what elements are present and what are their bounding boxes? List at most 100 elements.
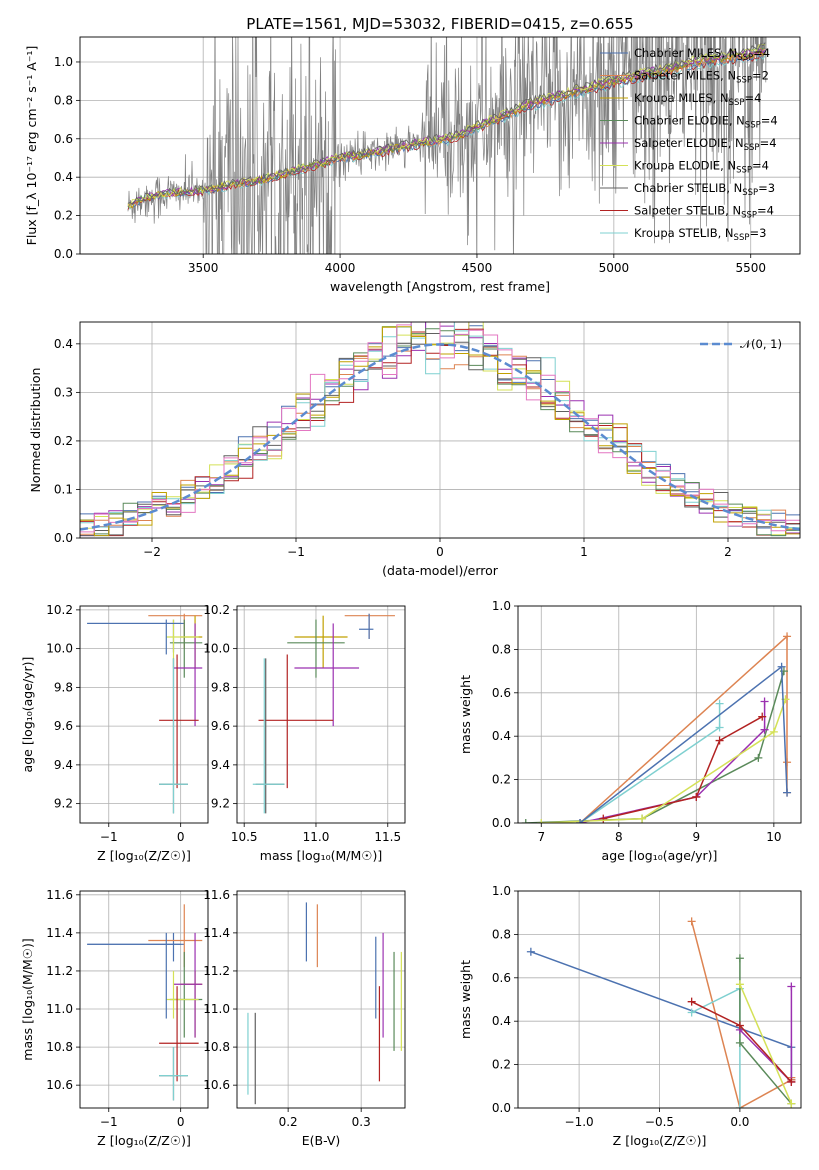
- y-axis-label: Normed distribution: [28, 368, 43, 493]
- y-tick-label: 10.6: [203, 1078, 230, 1092]
- legend-entry: Salpeter MILES, NSSP=2: [634, 69, 769, 86]
- y-tick-label: 9.8: [54, 680, 73, 694]
- weight-marker: [687, 997, 696, 1006]
- legend-entry: Chabrier ELODIE, NSSP=4: [634, 114, 778, 131]
- weight-marker: [735, 1021, 744, 1030]
- y-tick-label: 0.2: [492, 773, 511, 787]
- mass-vs-ebv-axes: 0.2 0.3 10.6 10.8 11.0 11.2 11.4 11.6 E(B-V): [203, 888, 406, 1148]
- y-tick-label: 10.0: [46, 642, 73, 656]
- y-tick-label: 0.6: [492, 686, 511, 700]
- legend-entry: Salpeter STELIB, NSSP=4: [634, 204, 774, 221]
- y-tick-label: 0.0: [492, 816, 511, 830]
- x-tick-label: 5500: [735, 261, 766, 275]
- x-tick-label: 10.5: [231, 830, 258, 844]
- weight-marker: [687, 1008, 696, 1017]
- weight-line: [541, 699, 787, 823]
- y-tick-label: 0.0: [54, 531, 73, 545]
- x-tick-label: 7: [537, 830, 545, 844]
- y-tick-label: 10.8: [203, 1040, 230, 1054]
- model-spectrum-line: [127, 44, 766, 210]
- weight-marker: [638, 814, 647, 823]
- model-spectrum-line: [127, 42, 766, 205]
- weight-marker: [735, 980, 744, 989]
- weight-marker: [576, 819, 585, 823]
- legend-entry: Chabrier STELIB, NSSP=3: [634, 181, 775, 198]
- y-tick-label: 0.3: [54, 385, 73, 399]
- y-tick-label: 10.0: [203, 642, 230, 656]
- legend-entry: Salpeter ELODIE, NSSP=4: [634, 136, 777, 153]
- legend-entry: Kroupa STELIB, NSSP=3: [634, 226, 766, 243]
- x-tick-label: 1: [580, 545, 588, 559]
- axes-frame: [236, 890, 406, 1109]
- weight-marker: [783, 632, 792, 641]
- weight-line: [691, 987, 741, 1108]
- axes-frame: [236, 605, 406, 824]
- weight-marker: [787, 1077, 796, 1086]
- y-tick-label: 0.4: [492, 1014, 511, 1028]
- y-tick-label: 0.6: [492, 971, 511, 985]
- x-tick-label: 8: [615, 830, 623, 844]
- y-tick-label: 11.0: [46, 1002, 73, 1016]
- mass-vs-Z-plot-area: [87, 904, 203, 1101]
- x-tick-label: −1: [100, 1115, 118, 1129]
- y-tick-label: 11.6: [203, 888, 230, 902]
- weight-marker: [715, 723, 724, 732]
- weight-marker: [521, 819, 530, 823]
- y-tick-label: 10.8: [46, 1040, 73, 1054]
- legend-entry: Kroupa MILES, NSSP=4: [634, 91, 761, 108]
- x-tick-label: 2: [724, 545, 732, 559]
- x-tick-label: 4500: [462, 261, 493, 275]
- x-tick-label: 5000: [599, 261, 630, 275]
- axes-frame: [79, 605, 209, 824]
- age-vs-Z-plot-area: [87, 613, 203, 814]
- weight-marker: [783, 758, 792, 767]
- y-tick-label: 11.6: [46, 888, 73, 902]
- y-tick-label: 11.2: [46, 964, 73, 978]
- y-tick-label: 11.0: [203, 1002, 230, 1016]
- y-tick-label: 11.2: [203, 964, 230, 978]
- y-tick-label: 10.2: [46, 603, 73, 617]
- y-axis-label: age [log₁₀(age/yr)]: [20, 657, 35, 773]
- x-tick-label: −1: [287, 545, 305, 559]
- weight-marker: [735, 954, 744, 963]
- y-tick-label: 9.8: [211, 680, 230, 694]
- x-tick-label: 0.2: [279, 1115, 298, 1129]
- x-tick-label: −1.0: [565, 1115, 594, 1129]
- y-tick-label: 9.6: [211, 719, 230, 733]
- weight-marker: [599, 814, 608, 823]
- y-tick-label: 9.2: [211, 797, 230, 811]
- y-axis-label: mass weight: [458, 675, 473, 754]
- x-tick-label: 11.0: [303, 830, 330, 844]
- y-tick-label: 0.2: [54, 434, 73, 448]
- weight-line: [603, 716, 763, 820]
- normal-curve: [80, 343, 800, 531]
- weight-vs-age-plot-area: [521, 632, 792, 823]
- mass-vs-Z-axes: −1 0 10.6 10.8 11.0 11.2 11.4 11.6 Z [log₁₀(Z/Z☉…: [20, 888, 209, 1148]
- mass-vs-ebv-plot-area: [247, 902, 402, 1105]
- y-axis-label: mass weight: [458, 960, 473, 1039]
- weight-marker: [715, 699, 724, 708]
- x-tick-label: 3500: [188, 261, 219, 275]
- weight-marker: [783, 788, 792, 797]
- y-tick-label: 11.4: [46, 926, 73, 940]
- x-axis-label: Z [log₁₀(Z/Z☉)]: [97, 1133, 191, 1148]
- figure-title: PLATE=1561, MJD=53032, FIBERID=0415, z=0…: [246, 15, 633, 33]
- weight-marker: [526, 947, 535, 956]
- weight-line: [525, 670, 785, 823]
- spectrum-plot-area: [127, 37, 767, 254]
- weight-marker: [777, 662, 786, 671]
- weight-line: [739, 984, 793, 1104]
- x-tick-label: 11.5: [374, 830, 401, 844]
- y-tick-label: 9.2: [54, 797, 73, 811]
- y-axis-label: mass [log₁₀(M/M☉)]: [20, 938, 35, 1060]
- y-tick-label: 0.2: [54, 209, 73, 223]
- axes-frame: [517, 890, 802, 1109]
- y-tick-label: 1.0: [492, 599, 511, 613]
- weight-vs-Z-plot-area: [526, 917, 796, 1108]
- axes-frame: [517, 605, 802, 824]
- x-axis-label: Z [log₁₀(Z/Z☉)]: [613, 1133, 707, 1148]
- y-tick-label: 9.4: [211, 758, 230, 772]
- x-tick-label: −1: [100, 830, 118, 844]
- y-tick-label: 0.4: [54, 170, 73, 184]
